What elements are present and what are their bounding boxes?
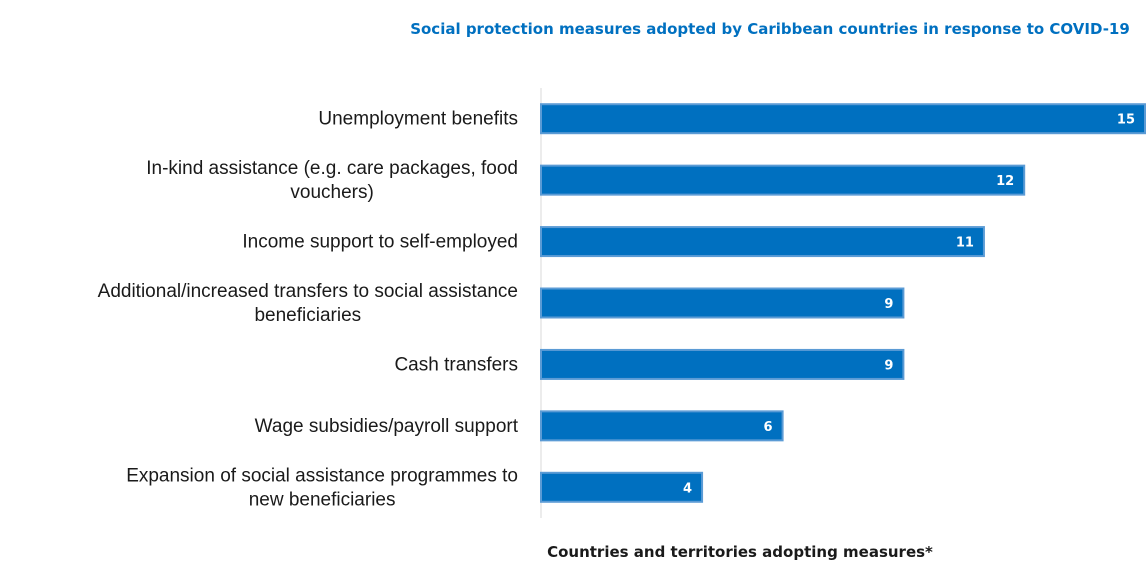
- chart-title: Social protection measures adopted by Ca…: [410, 20, 1130, 38]
- category-label-line: Wage subsidies/payroll support: [255, 416, 519, 437]
- category-label-line: beneficiaries: [254, 305, 361, 326]
- bar-3: [540, 226, 985, 258]
- category-label-7: Expansion of social assistance programme…: [126, 465, 518, 510]
- data-label-7: 4: [683, 481, 692, 496]
- bar-7: [540, 471, 704, 503]
- category-label-4: Additional/increased transfers to social…: [98, 281, 518, 326]
- data-label-1: 15: [1117, 113, 1135, 128]
- data-label-6: 6: [764, 420, 773, 435]
- x-axis-label: Countries and territories adopting measu…: [547, 543, 933, 561]
- category-label-5: Cash transfers: [394, 354, 518, 375]
- category-label-3: Income support to self-employed: [242, 232, 518, 253]
- data-label-3: 11: [956, 236, 974, 251]
- data-label-2: 12: [996, 174, 1014, 189]
- category-label-line: Expansion of social assistance programme…: [126, 465, 518, 486]
- category-label-line: Cash transfers: [394, 354, 518, 375]
- category-label-line: Unemployment benefits: [318, 109, 518, 130]
- bar-6: [540, 410, 784, 442]
- bar-4: [540, 287, 905, 319]
- data-label-5: 9: [884, 358, 893, 373]
- category-label-1: Unemployment benefits: [318, 109, 518, 130]
- data-label-4: 9: [884, 297, 893, 312]
- bar-2: [540, 164, 1026, 196]
- category-label-line: vouchers): [290, 182, 373, 203]
- category-label-line: new beneficiaries: [249, 489, 396, 510]
- category-label-6: Wage subsidies/payroll support: [255, 416, 519, 437]
- category-label-line: Income support to self-employed: [242, 232, 518, 253]
- category-label-line: Additional/increased transfers to social…: [98, 281, 518, 302]
- bar-1: [540, 103, 1146, 135]
- bar-5: [540, 348, 905, 380]
- category-label-line: In-kind assistance (e.g. care packages, …: [146, 158, 518, 179]
- category-label-2: In-kind assistance (e.g. care packages, …: [146, 158, 518, 203]
- bars-group: 15 Unemployment benefits 12 In-kind assista…: [98, 103, 1146, 510]
